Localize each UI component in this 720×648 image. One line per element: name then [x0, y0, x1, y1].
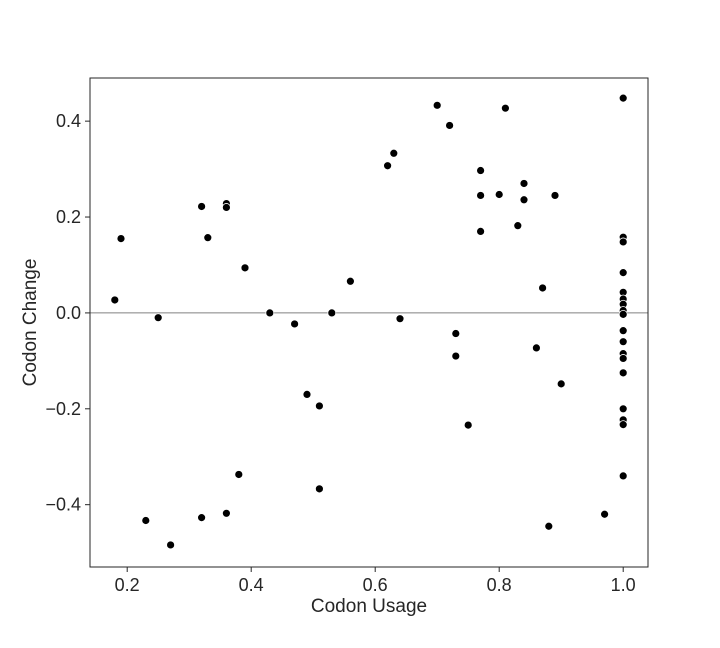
data-point	[618, 368, 628, 378]
data-point	[432, 100, 442, 110]
y-axis-label: Codon Change	[20, 259, 41, 387]
data-point	[110, 295, 120, 305]
data-point	[519, 179, 529, 188]
x-axis-ticks: 0.2 0.4 0.6 0.8 1.0	[115, 567, 636, 595]
data-point	[445, 121, 455, 130]
data-point	[618, 337, 628, 347]
data-point	[451, 329, 461, 338]
data-point	[116, 234, 126, 244]
data-point	[476, 191, 486, 200]
data-point	[240, 263, 250, 273]
data-point	[618, 354, 628, 363]
y-tick-label: 0.0	[56, 303, 81, 323]
data-point	[618, 93, 628, 103]
x-tick-label: 0.4	[239, 575, 264, 595]
data-point	[500, 103, 510, 113]
data-point	[166, 540, 176, 550]
data-point	[141, 516, 151, 525]
data-point	[600, 509, 609, 519]
y-tick-label: 0.2	[56, 207, 81, 227]
y-axis-ticks: −0.4 −0.2 0.0 0.2 0.4	[45, 111, 90, 515]
data-point	[463, 420, 473, 430]
scatter-points	[110, 93, 628, 550]
data-point	[389, 148, 399, 158]
data-point	[618, 237, 628, 247]
data-point	[314, 401, 324, 411]
data-point	[476, 227, 486, 236]
data-point	[618, 268, 628, 278]
x-tick-label: 0.6	[363, 575, 388, 595]
data-point	[544, 521, 554, 531]
data-point	[618, 404, 628, 414]
data-point	[265, 308, 275, 318]
data-point	[197, 202, 207, 211]
data-point	[451, 351, 461, 361]
data-point	[618, 309, 628, 319]
x-tick-label: 0.2	[115, 575, 140, 595]
data-point	[550, 191, 560, 200]
plot-area-frame	[89, 77, 649, 568]
data-point	[327, 308, 337, 318]
x-tick-label: 1.0	[611, 575, 636, 595]
data-point	[618, 420, 628, 430]
data-point	[221, 508, 231, 518]
data-point	[197, 513, 207, 523]
data-point	[203, 233, 213, 243]
y-tick-label: −0.4	[45, 495, 81, 515]
data-point	[494, 190, 504, 199]
data-point	[234, 470, 244, 479]
data-point	[314, 484, 324, 494]
data-point	[302, 390, 312, 399]
y-tick-label: −0.2	[45, 399, 81, 419]
data-point	[153, 313, 163, 323]
data-point	[519, 195, 529, 205]
data-point	[556, 379, 566, 389]
y-tick-label: 0.4	[56, 111, 81, 131]
data-point	[345, 276, 355, 286]
data-point	[383, 161, 393, 171]
data-point	[221, 203, 231, 212]
data-point	[538, 283, 547, 293]
x-tick-label: 0.8	[487, 575, 512, 595]
x-axis-label: Codon Usage	[311, 596, 427, 617]
data-point	[290, 319, 300, 329]
data-point	[513, 221, 523, 231]
data-point	[395, 314, 405, 324]
data-point	[618, 471, 628, 481]
data-point	[618, 326, 628, 336]
data-point	[532, 343, 541, 353]
data-point	[476, 166, 486, 175]
